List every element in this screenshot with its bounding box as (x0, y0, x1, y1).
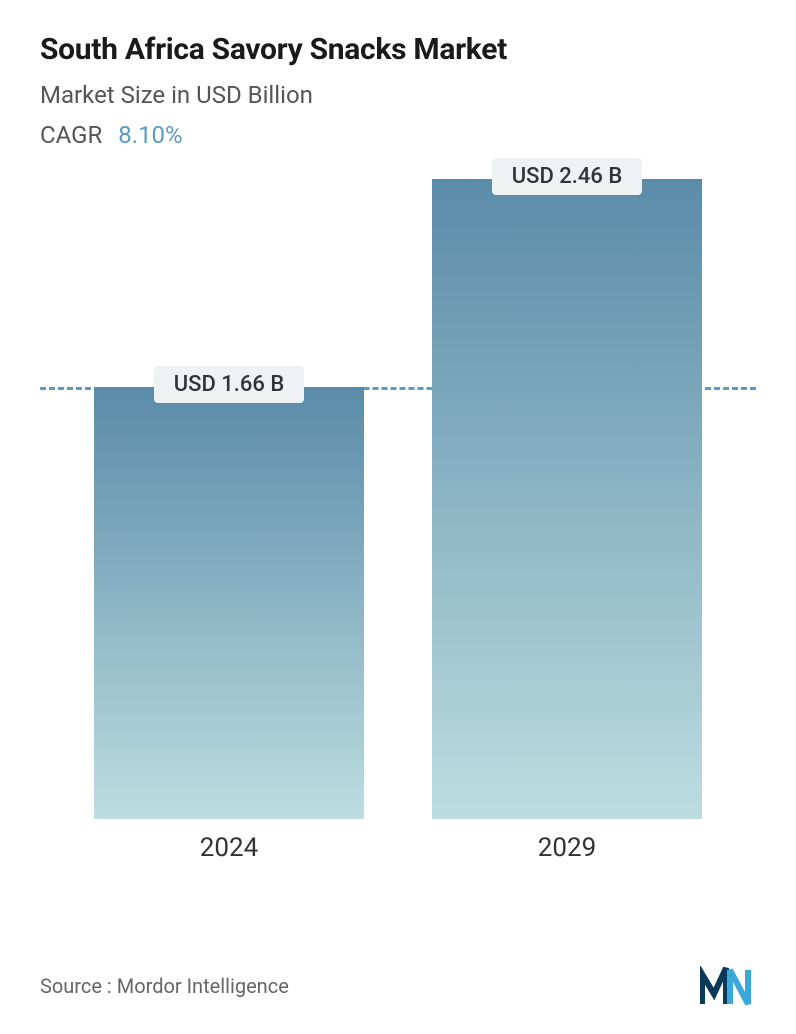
brand-logo-icon (700, 966, 756, 1006)
bar-value-label: USD 2.46 B (492, 158, 643, 195)
chart-subtitle: Market Size in USD Billion (40, 81, 756, 109)
cagr-label: CAGR (40, 121, 102, 149)
x-axis-label: 2029 (538, 833, 596, 863)
footer: Source : Mordor Intelligence (40, 966, 756, 1006)
chart-area: USD 1.66 B2024USD 2.46 B2029 (40, 179, 756, 869)
source-text: Source : Mordor Intelligence (40, 974, 289, 998)
bar-group: USD 1.66 B2024 (94, 387, 364, 819)
cagr-value: 8.10% (118, 121, 182, 149)
chart-title: South Africa Savory Snacks Market (40, 32, 756, 67)
cagr-row: CAGR 8.10% (40, 121, 756, 149)
bars-container: USD 1.66 B2024 USD 2.46 B2029 (40, 179, 756, 819)
bar (432, 179, 702, 819)
bar-group: USD 2.46 B2029 (432, 179, 702, 819)
bar (94, 387, 364, 819)
x-axis-label: 2024 (200, 833, 258, 863)
bar-value-label: USD 1.66 B (154, 366, 305, 403)
